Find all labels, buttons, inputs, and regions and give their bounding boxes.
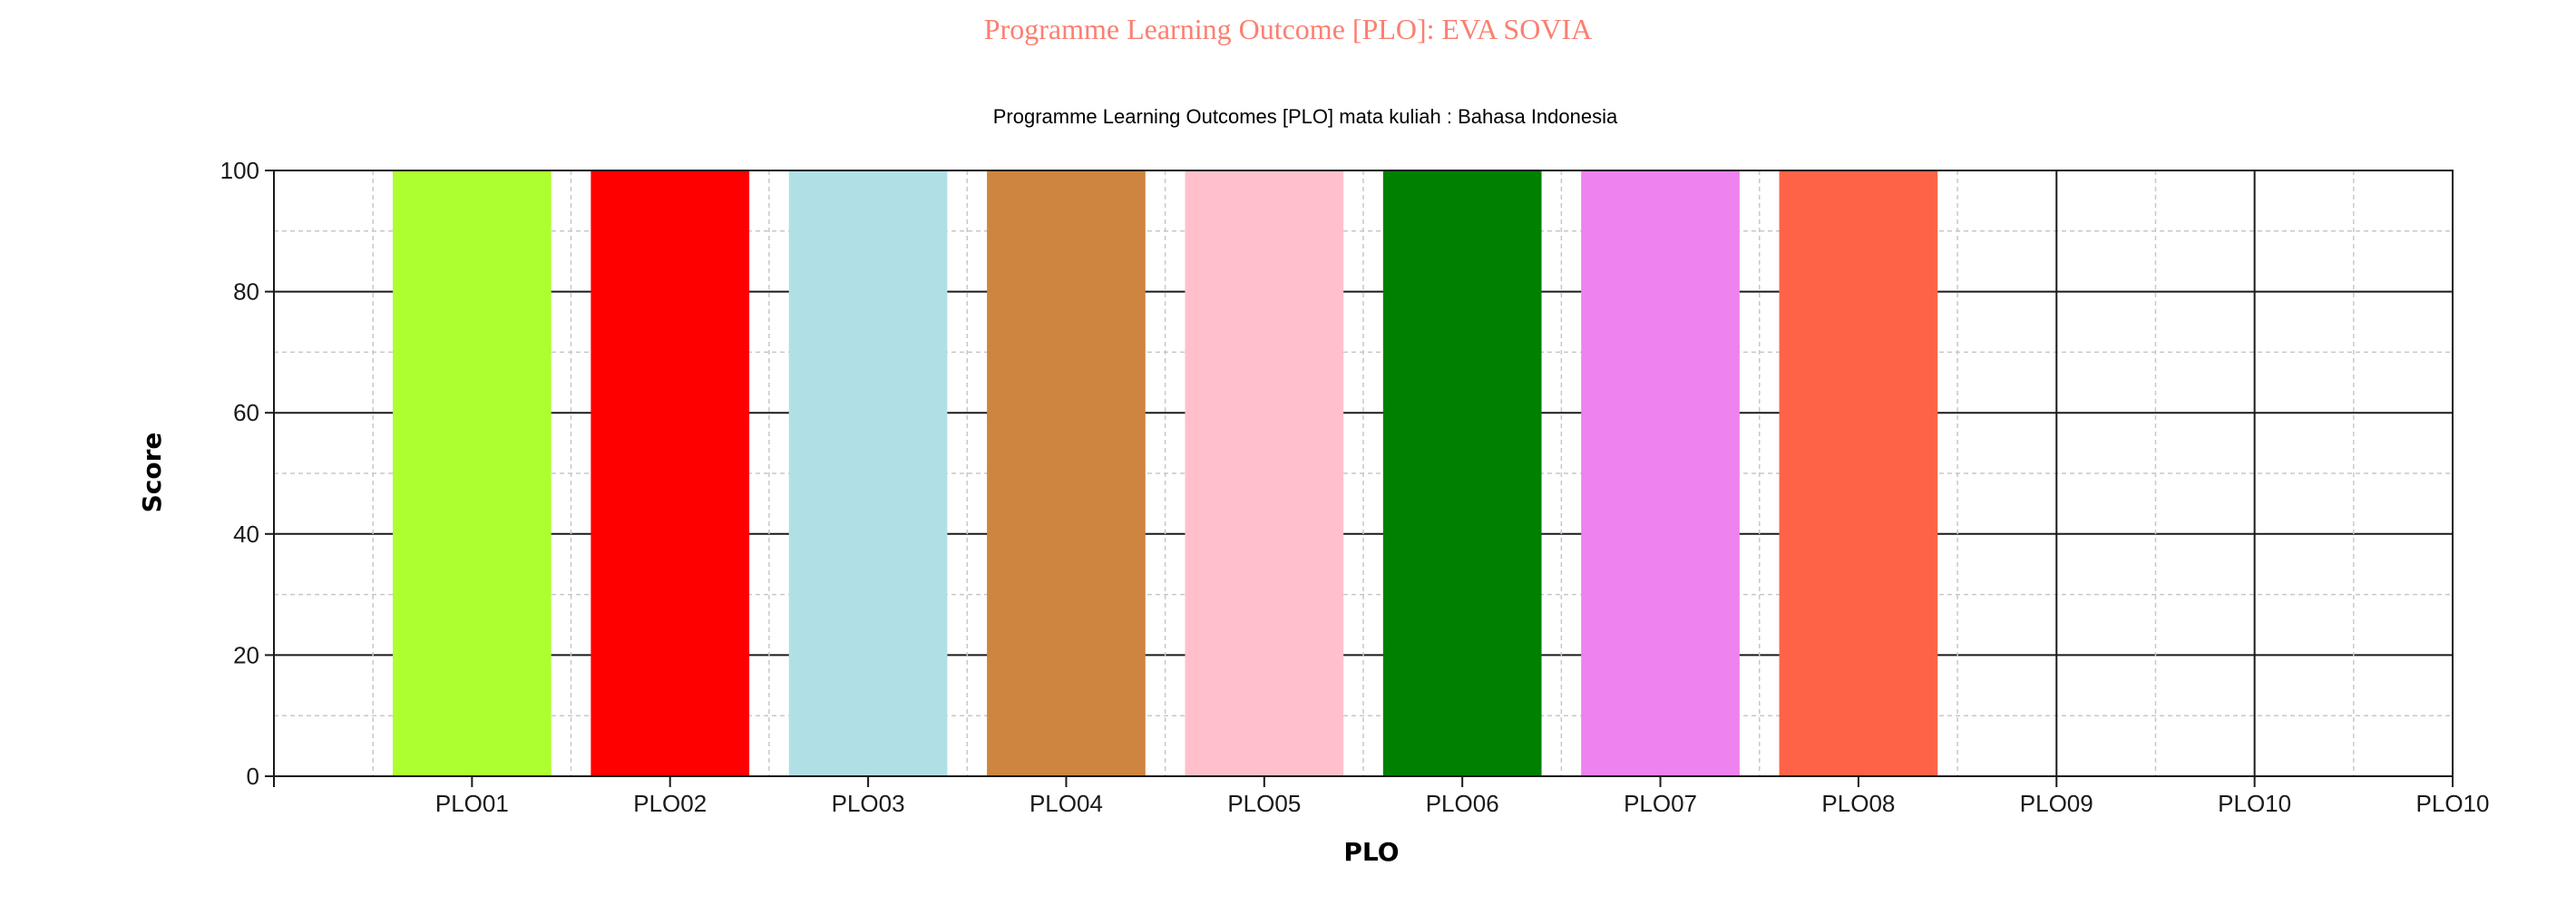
- bar-plo05: [1185, 170, 1344, 776]
- x-tick-label: PLO03: [832, 790, 905, 817]
- page-title: Programme Learning Outcome [PLO]: EVA SO…: [983, 13, 1593, 45]
- x-tick-label: PLO09: [2020, 790, 2093, 817]
- x-axis-ticks: PLO01 PLO02 PLO03 PLO04 PLO05 PLO06 PLO07 PLO08…: [273, 776, 2490, 817]
- bar-plo07: [1581, 170, 1740, 776]
- x-tick-label: PLO10: [2218, 790, 2291, 817]
- y-tick-label: 80: [233, 278, 259, 306]
- y-tick-label: 0: [247, 763, 259, 790]
- bar-plo06: [1382, 170, 1542, 776]
- bar-plo01: [393, 170, 551, 776]
- bar-plo02: [590, 170, 750, 776]
- y-axis-ticks: 0 20 40 60 80 100: [220, 157, 274, 790]
- x-tick-label: PLO06: [1426, 790, 1499, 817]
- bar-plo04: [987, 170, 1146, 776]
- x-tick-label: PLO10: [2416, 790, 2490, 817]
- chart-title: Programme Learning Outcomes [PLO] mata k…: [993, 105, 1618, 128]
- axes: [273, 170, 2454, 777]
- plot-area-frame: [273, 170, 2454, 777]
- bars: [393, 170, 1938, 776]
- x-tick-label: PLO02: [633, 790, 707, 817]
- bar-plo03: [788, 170, 948, 776]
- x-axis-label: PLO: [1343, 837, 1399, 867]
- y-tick-label: 100: [220, 157, 259, 184]
- y-tick-label: 60: [233, 399, 259, 426]
- x-tick-label: PLO01: [435, 790, 509, 817]
- x-tick-label: PLO07: [1624, 790, 1697, 817]
- y-axis-label: Score: [137, 433, 167, 513]
- y-tick-label: 20: [233, 641, 259, 668]
- y-tick-label: 40: [233, 521, 259, 548]
- x-tick-label: PLO08: [1821, 790, 1895, 817]
- x-tick-label: PLO04: [1029, 790, 1103, 817]
- x-tick-label: PLO05: [1227, 790, 1301, 817]
- bar-plo08: [1779, 170, 1938, 776]
